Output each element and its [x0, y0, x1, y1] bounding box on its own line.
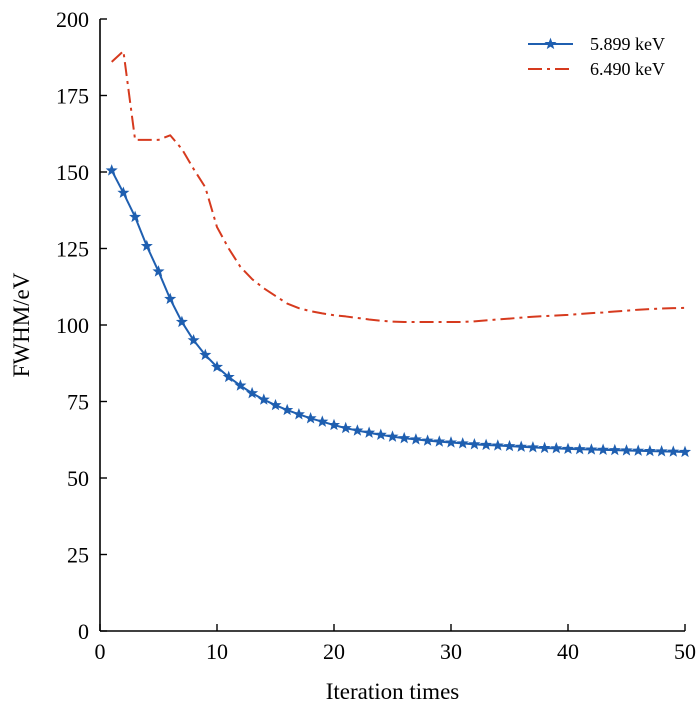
legend: 5.899 keV 6.490 keV [528, 34, 665, 79]
data-point [339, 421, 352, 434]
data-point [351, 424, 364, 436]
y-tick-label: 125 [56, 237, 89, 262]
data-point [667, 445, 680, 457]
axes [99, 19, 685, 632]
data-point [503, 439, 516, 452]
data-point [597, 443, 610, 455]
data-point [374, 428, 387, 440]
x-tick-label: 40 [557, 639, 579, 664]
data-point [585, 443, 598, 455]
data-point [561, 442, 575, 455]
y-tick-label: 25 [67, 543, 89, 568]
data-point [222, 370, 235, 383]
data-point [269, 398, 282, 411]
y-tick-label: 100 [56, 313, 89, 338]
data-point [281, 403, 294, 416]
y-tick-label: 150 [56, 160, 89, 185]
x-tick-label: 30 [440, 639, 462, 664]
data-point [164, 292, 177, 305]
data-point [398, 431, 411, 444]
data-point [456, 437, 469, 449]
series [105, 50, 692, 458]
data-point [620, 444, 633, 456]
data-point [175, 315, 188, 328]
data-point [480, 438, 493, 451]
legend-item: 6.490 keV [528, 59, 665, 79]
series-line [111, 50, 686, 323]
x-tick-label: 20 [323, 639, 345, 664]
data-point [304, 411, 317, 424]
data-point [257, 393, 270, 405]
data-point [515, 440, 528, 452]
series-2 [111, 50, 686, 323]
data-point [117, 186, 130, 198]
data-point [468, 438, 481, 450]
data-point [140, 239, 153, 252]
y-tick-label: 175 [56, 84, 89, 109]
data-point [421, 434, 434, 446]
data-point [538, 441, 551, 454]
data-point [327, 418, 341, 431]
y-tick-label: 200 [56, 7, 89, 32]
data-point [199, 348, 212, 361]
x-tick-label: 0 [95, 639, 106, 664]
data-point [608, 443, 621, 456]
data-point [105, 164, 118, 176]
data-point [632, 444, 645, 456]
x-tick-label: 10 [206, 639, 228, 664]
legend-marker [544, 37, 557, 50]
data-point [363, 426, 376, 438]
series-1 [105, 164, 692, 458]
legend-item: 5.899 keV [528, 34, 665, 54]
data-point [433, 435, 446, 447]
data-point [386, 430, 399, 442]
data-point [573, 442, 586, 455]
data-point [643, 444, 656, 457]
data-point [292, 408, 305, 420]
legend-label: 5.899 keV [590, 34, 665, 54]
data-point [409, 433, 422, 445]
y-tick-label: 0 [78, 619, 89, 644]
legend-label: 6.490 keV [590, 59, 665, 79]
data-point [678, 445, 692, 458]
data-point [210, 360, 224, 373]
data-point [550, 441, 563, 454]
data-point [655, 445, 668, 457]
y-axis-title: FWHM/eV [9, 272, 34, 377]
x-tick-label: 50 [674, 639, 696, 664]
data-point [129, 210, 142, 223]
y-tick-label: 75 [67, 390, 89, 415]
data-point [316, 415, 329, 427]
data-point [187, 333, 200, 346]
data-point [152, 265, 165, 277]
ticks: 0 10 20 30 40 50 0 25 50 75 100 125 150 175 200 [56, 7, 696, 664]
data-point [444, 436, 458, 448]
data-point [234, 379, 247, 391]
y-tick-label: 50 [67, 466, 89, 491]
data-point [491, 439, 504, 451]
data-point [526, 441, 539, 453]
x-axis-title: Iteration times [326, 679, 460, 704]
data-point [246, 386, 259, 399]
series-line [110, 170, 686, 453]
